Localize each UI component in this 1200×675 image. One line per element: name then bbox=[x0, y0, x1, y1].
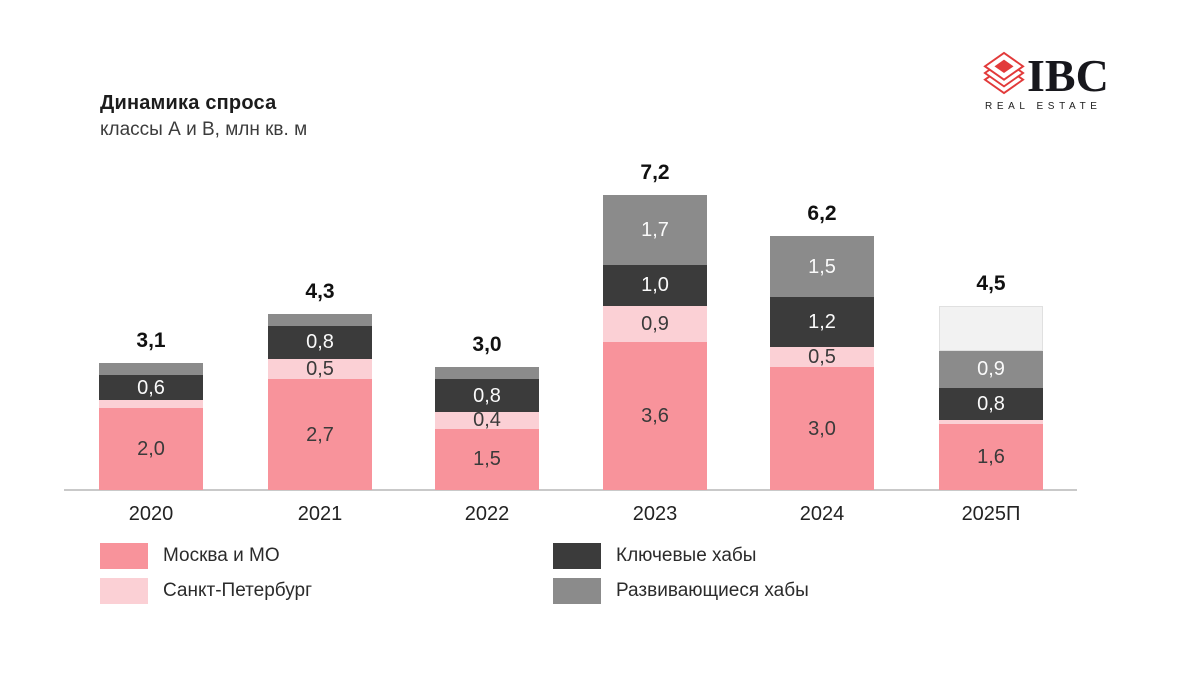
bar-total-2021: 4,3 bbox=[305, 279, 335, 303]
segment-value-label: 0,4 bbox=[473, 409, 501, 432]
bar-2020: 2,0 0,6 bbox=[99, 362, 203, 490]
segment-value-label: 0,8 bbox=[306, 331, 334, 354]
segment-key_hubs-2022: 0,8 bbox=[435, 379, 539, 413]
x-tick-2021: 2021 bbox=[297, 503, 343, 525]
chart-title: Динамика спроса bbox=[100, 92, 277, 114]
segment-dev_hubs-2024: 1,5 bbox=[770, 235, 874, 298]
segment-value-label: 2,7 bbox=[306, 423, 334, 446]
bar-2021: 2,7 0,5 0,8 bbox=[268, 313, 372, 490]
segment-moscow-2025П: 1,6 bbox=[939, 424, 1043, 490]
segment-value-label: 0,9 bbox=[977, 358, 1005, 381]
bar-2023: 3,6 0,9 1,0 1,7 bbox=[603, 194, 707, 490]
bar-total-2022: 3,0 bbox=[472, 333, 502, 356]
segment-dev_hubs-2023: 1,7 bbox=[603, 194, 707, 265]
segment-value-label: 1,7 bbox=[641, 218, 669, 241]
logo-tagline: REAL ESTATE bbox=[985, 101, 1102, 112]
legend-right-column: Ключевые хабы Развивающиеся хабы bbox=[553, 543, 809, 604]
segment-value-label: 1,6 bbox=[977, 446, 1005, 469]
bar-2025П: 1,6 0,8 0,9 bbox=[939, 305, 1043, 490]
segment-dev_hubs-2022 bbox=[435, 367, 539, 380]
bar-total-2024: 6,2 bbox=[807, 201, 837, 225]
segment-key_hubs-2024: 1,2 bbox=[770, 297, 874, 347]
segment-dev_hubs-2020 bbox=[99, 362, 203, 376]
segment-value-label: 0,6 bbox=[137, 376, 165, 399]
segment-value-label: 1,5 bbox=[808, 255, 836, 278]
logo-wordmark: IBC bbox=[1027, 50, 1109, 101]
bar-2022: 1,5 0,4 0,8 bbox=[435, 367, 539, 490]
segment-value-label: 2,0 bbox=[137, 438, 165, 460]
legend-label-dev_hubs: Развивающиеся хабы bbox=[616, 580, 809, 601]
x-tick-2022: 2022 bbox=[464, 503, 510, 525]
segment-value-label: 0,9 bbox=[641, 312, 669, 335]
x-axis-line bbox=[64, 489, 1077, 491]
legend-swatch-dev_hubs bbox=[553, 578, 601, 604]
legend-swatch-spb bbox=[100, 578, 148, 604]
segment-spb-2025П bbox=[939, 420, 1043, 425]
segment-value-label: 0,5 bbox=[306, 358, 334, 381]
x-tick-2020: 2020 bbox=[128, 503, 174, 525]
segment-spb-2020 bbox=[99, 399, 203, 408]
chart-header: Динамика спроса классы А и В, млн кв. м bbox=[100, 92, 307, 141]
segment-value-label: 3,6 bbox=[641, 405, 669, 428]
ibc-logo: IBC REAL ESTATE bbox=[983, 48, 1113, 112]
x-tick-2025П: 2025П bbox=[961, 503, 1021, 525]
legend-label-key_hubs: Ключевые хабы bbox=[616, 545, 757, 566]
chart-subtitle: классы А и В, млн кв. м bbox=[100, 119, 308, 140]
segment-moscow-2021: 2,7 bbox=[268, 379, 372, 490]
legend-item-key_hubs: Ключевые хабы bbox=[553, 543, 809, 569]
legend-item-spb: Санкт-Петербург bbox=[100, 578, 312, 604]
x-tick-2024: 2024 bbox=[799, 503, 845, 525]
segment-moscow-2022: 1,5 bbox=[435, 428, 539, 490]
segment-spb-2021: 0,5 bbox=[268, 358, 372, 381]
bar-total-2025П: 4,5 bbox=[976, 271, 1006, 295]
segment-key_hubs-2021: 0,8 bbox=[268, 326, 372, 359]
segment-dev_hubs-2021 bbox=[268, 313, 372, 327]
segment-value-label: 1,0 bbox=[641, 274, 669, 297]
legend-label-spb: Санкт-Петербург bbox=[163, 580, 313, 601]
segment-key_hubs-2023: 1,0 bbox=[603, 264, 707, 306]
segment-moscow-2024: 3,0 bbox=[770, 367, 874, 490]
segment-spb-2023: 0,9 bbox=[603, 305, 707, 343]
legend-item-moscow: Москва и МО bbox=[100, 543, 312, 569]
segment-value-label: 3,0 bbox=[808, 417, 836, 440]
segment-spb-2024: 0,5 bbox=[770, 345, 874, 368]
segment-moscow-2020: 2,0 bbox=[99, 408, 203, 490]
legend-swatch-moscow bbox=[100, 543, 148, 569]
legend-swatch-key_hubs bbox=[553, 543, 601, 569]
bar-total-2020: 3,1 bbox=[136, 328, 166, 352]
segment-value-label: 0,8 bbox=[977, 392, 1005, 415]
legend-label-moscow: Москва и МО bbox=[163, 545, 280, 566]
segment-value-label: 1,2 bbox=[808, 310, 836, 333]
segment-forecast-2025П bbox=[939, 305, 1043, 351]
segment-spb-2022: 0,4 bbox=[435, 409, 539, 432]
x-tick-2023: 2023 bbox=[632, 503, 678, 525]
segment-value-label: 0,8 bbox=[473, 384, 501, 407]
segment-value-label: 0,5 bbox=[808, 345, 836, 368]
legend-left-column: Москва и МО Санкт-Петербург bbox=[100, 543, 312, 604]
segment-moscow-2023: 3,6 bbox=[603, 342, 707, 490]
segment-value-label: 1,5 bbox=[473, 448, 501, 471]
ibc-diamonds-icon bbox=[983, 51, 1025, 95]
legend-item-dev_hubs: Развивающиеся хабы bbox=[553, 578, 809, 604]
segment-dev_hubs-2025П: 0,9 bbox=[939, 350, 1043, 388]
segment-key_hubs-2025П: 0,8 bbox=[939, 387, 1043, 421]
segment-key_hubs-2020: 0,6 bbox=[99, 375, 203, 400]
bar-2024: 3,0 0,5 1,2 1,5 bbox=[770, 235, 874, 490]
bar-total-2023: 7,2 bbox=[640, 160, 670, 184]
